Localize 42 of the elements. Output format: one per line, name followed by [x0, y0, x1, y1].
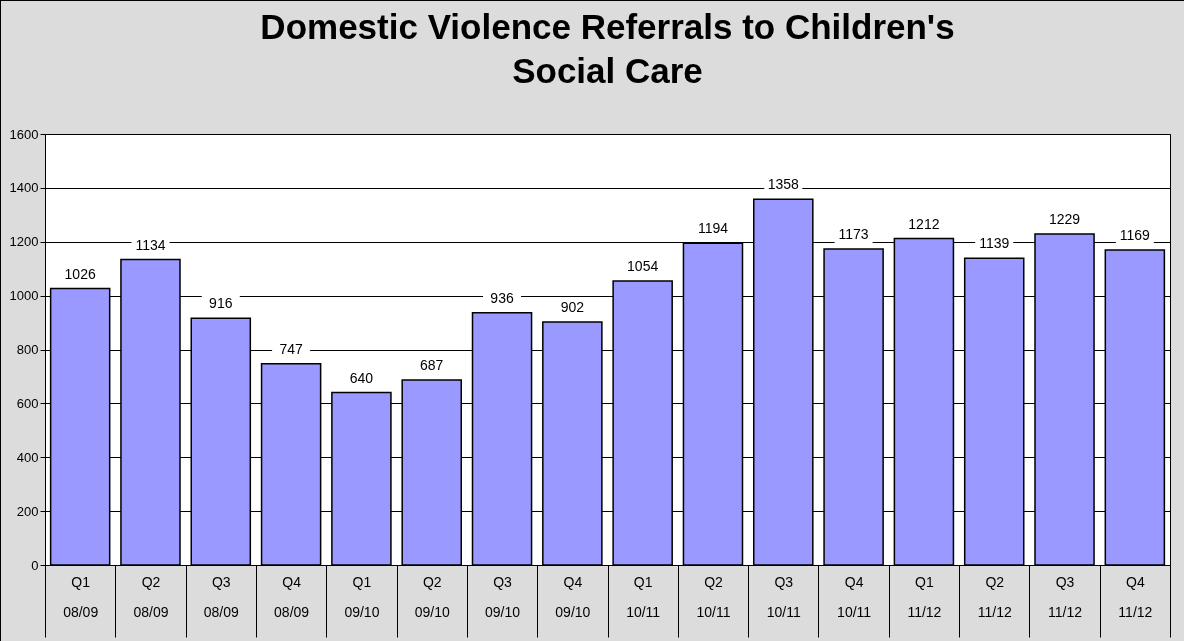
- y-tick-label: 1200: [9, 234, 39, 250]
- data-label: 1134: [135, 236, 166, 253]
- y-tick-label: 800: [16, 342, 39, 357]
- data-label: 640: [349, 369, 374, 386]
- y-tick-label: 400: [16, 449, 39, 465]
- data-label: 1139: [979, 235, 1010, 252]
- data-label: 902: [560, 299, 585, 316]
- x-tick-label: Q2 10/11: [696, 573, 731, 620]
- x-tick-label: Q4 11/12: [1118, 573, 1153, 620]
- x-tick-label: Q2 08/09: [133, 573, 169, 620]
- y-tick-label: 1600: [9, 126, 39, 142]
- x-tick-label: Q1 11/12: [907, 573, 942, 620]
- data-label: 1173: [838, 226, 869, 243]
- x-tick-label: Q4 08/09: [274, 573, 310, 620]
- x-tick-label: Q2 09/10: [414, 573, 450, 620]
- data-label: 1358: [767, 176, 800, 193]
- data-label: 1212: [908, 215, 940, 232]
- x-tick-label: Q3 10/11: [766, 573, 801, 620]
- y-tick-label: 600: [16, 395, 39, 411]
- y-tick-label: 1400: [9, 180, 39, 196]
- x-tick-label: Q3 11/12: [1048, 573, 1083, 620]
- data-label: 1026: [64, 265, 96, 282]
- y-tick-label: 1000: [9, 288, 39, 304]
- data-label: 916: [209, 295, 233, 312]
- x-tick-label: Q3 09/10: [485, 573, 521, 620]
- data-label: 1229: [1048, 210, 1081, 227]
- x-tick-label: Q4 10/11: [837, 573, 872, 620]
- x-tick-label: Q2 11/12: [977, 573, 1012, 620]
- data-label: 936: [490, 289, 514, 306]
- x-tick-label: Q1 10/11: [626, 573, 661, 620]
- x-tick-label: Q1 08/09: [63, 573, 99, 620]
- chart-title: Domestic Violence Referrals to Children's Social Care: [260, 7, 955, 90]
- x-tick-label: Q1 09/10: [344, 573, 380, 620]
- x-tick-label: Q3 08/09: [203, 573, 240, 620]
- data-label: 747: [279, 340, 303, 357]
- data-label: 1054: [627, 258, 659, 275]
- data-label: 1194: [697, 220, 729, 237]
- y-tick-label: 200: [16, 503, 39, 519]
- x-tick-label: Q4 09/10: [555, 573, 591, 620]
- data-label: 687: [420, 356, 444, 373]
- y-tick-label: 0: [31, 557, 39, 573]
- data-label: 1169: [1119, 227, 1151, 244]
